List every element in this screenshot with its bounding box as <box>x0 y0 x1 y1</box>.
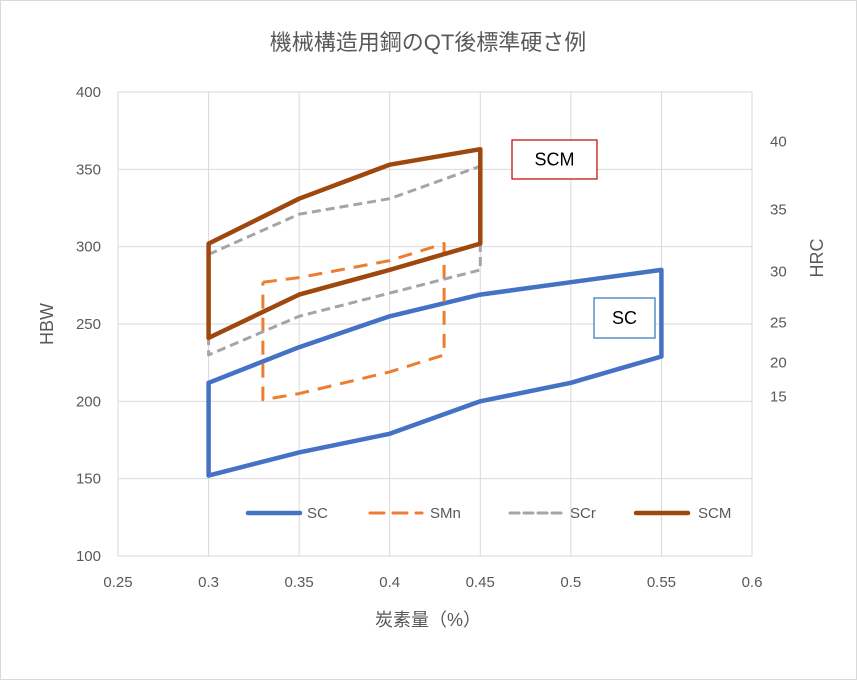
legend-label-scr: SCr <box>570 505 596 522</box>
y2-tick-label: 20 <box>770 355 787 372</box>
y2-tick-label: 40 <box>770 133 787 150</box>
x-tick-label: 0.35 <box>285 574 314 591</box>
legend: SC SMn SCr SCM <box>245 505 731 522</box>
x-tick-label: 0.6 <box>742 574 763 591</box>
x-tick-label: 0.4 <box>379 574 400 591</box>
annotation-box-scm <box>511 139 598 180</box>
series-line-scm <box>206 146 483 341</box>
x-tick-label: 0.5 <box>560 574 581 591</box>
y-tick-label: 250 <box>76 316 101 333</box>
annotations: SCM SC <box>511 139 656 339</box>
y2-tick-label: 15 <box>770 389 787 406</box>
x-tick-label: 0.45 <box>466 574 495 591</box>
chart-title: 機械構造用鋼のQT後標準硬さ例 <box>270 30 587 55</box>
legend-label-smn: SMn <box>430 505 461 522</box>
x-tick-label: 0.25 <box>103 574 132 591</box>
y-tick-label: 200 <box>76 393 101 410</box>
x-axis-title: 炭素量（%） <box>375 610 481 630</box>
x-tick-label: 0.3 <box>198 574 219 591</box>
series-group <box>206 146 664 478</box>
annotation-label-scm: SCM <box>535 150 575 170</box>
legend-label-sc: SC <box>307 505 328 522</box>
annotation-label-sc: SC <box>612 308 637 328</box>
y-tick-label: 150 <box>76 471 101 488</box>
y2-tick-label: 35 <box>770 202 787 219</box>
annotation-box-sc <box>593 297 656 339</box>
y-axis-ticks: 100 150 200 250 300 350 400 <box>76 84 101 565</box>
series-line-scr <box>207 164 482 357</box>
x-axis-ticks: 0.25 0.3 0.35 0.4 0.45 0.5 0.55 0.6 <box>103 574 762 591</box>
y2-tick-label: 30 <box>770 263 787 280</box>
y2-tick-label: 25 <box>770 314 787 331</box>
x-tick-label: 0.55 <box>647 574 676 591</box>
legend-label-scm: SCM <box>698 505 731 522</box>
y2-axis-ticks: 40 35 30 25 20 15 <box>770 133 787 405</box>
y-axis-title: HBW <box>37 303 57 345</box>
y2-axis-title: HRC <box>807 239 827 278</box>
y-tick-label: 100 <box>76 548 101 565</box>
series-line-smn <box>261 242 446 402</box>
y-tick-label: 300 <box>76 239 101 256</box>
series-line-sc <box>206 267 664 478</box>
y-tick-label: 400 <box>76 84 101 101</box>
y-tick-label: 350 <box>76 161 101 178</box>
